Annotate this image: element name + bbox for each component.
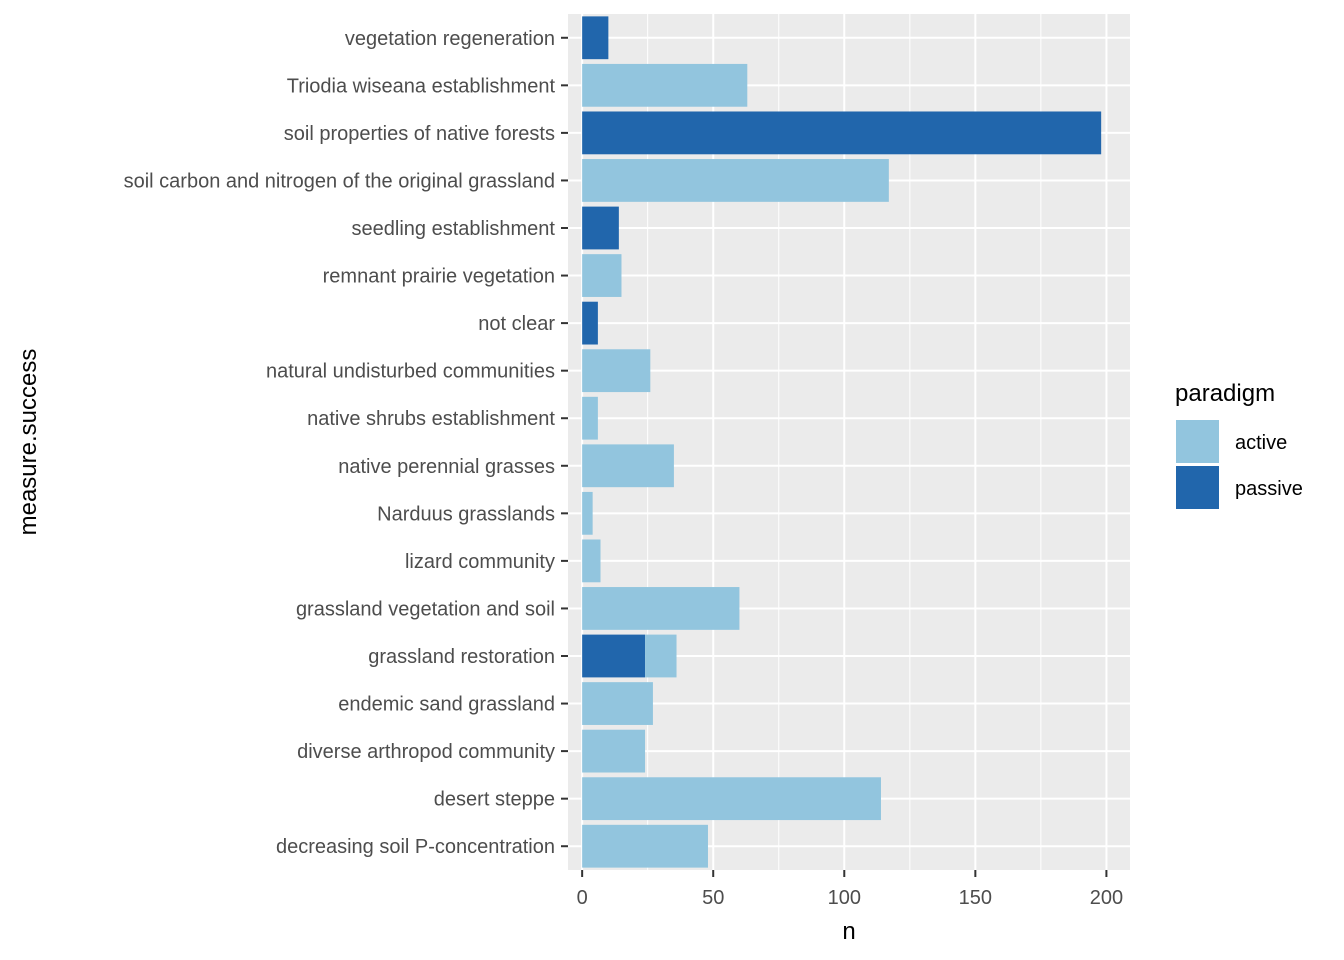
y-tick-label: natural undisturbed communities: [266, 361, 555, 383]
y-tick-label: remnant prairie vegetation: [323, 266, 555, 288]
x-tick-label: 150: [959, 887, 992, 909]
y-tick-label: decreasing soil P-concentration: [276, 836, 555, 858]
bar-passive: [582, 16, 609, 60]
y-tick-label: seedling establishment: [352, 218, 556, 240]
bar-passive: [582, 634, 646, 678]
bar-active: [582, 254, 622, 297]
bar-active: [582, 682, 653, 725]
y-tick-label: vegetation regeneration: [345, 28, 555, 50]
y-tick-label: diverse arthropod community: [297, 741, 555, 763]
grid-minor: [647, 14, 1042, 870]
bar-passive: [582, 206, 619, 250]
bar-active: [582, 777, 881, 821]
y-tick-label: native perennial grasses: [338, 456, 555, 478]
bar-active: [582, 729, 646, 773]
x-tick-label: 50: [702, 887, 724, 909]
y-tick-label: native shrubs establishment: [307, 408, 555, 430]
legend-title: paradigm: [1175, 380, 1275, 407]
bar-active: [582, 444, 674, 488]
legend-key-passive: [1176, 466, 1219, 509]
bars: [582, 16, 1102, 868]
bar-active: [582, 396, 598, 440]
y-axis: vegetation regeneration Triodia wiseana e…: [124, 28, 568, 858]
x-axis-title: n: [842, 918, 855, 945]
bar-passive: [582, 111, 1102, 155]
x-tick-label: 100: [828, 887, 861, 909]
panel-background: [568, 14, 1130, 870]
bar-active: [582, 824, 708, 868]
y-tick-label: desert steppe: [434, 789, 555, 811]
y-tick-label: grassland vegetation and soil: [296, 598, 555, 620]
bar-active: [582, 349, 651, 393]
y-tick-label: not clear: [478, 313, 555, 335]
y-axis-title: measure.success: [15, 349, 42, 536]
bar-active: [582, 491, 593, 535]
legend-label-passive: passive: [1235, 478, 1303, 500]
legend-key-active: [1176, 420, 1219, 463]
bar-active: [582, 587, 740, 630]
y-tick-label: Narduus grasslands: [377, 503, 555, 525]
bar-passive: [582, 301, 598, 345]
y-tick-label: soil carbon and nitrogen of the original…: [124, 170, 555, 192]
y-tick-label: soil properties of native forests: [284, 123, 555, 145]
x-tick-label: 0: [577, 887, 588, 909]
x-tick-label: 200: [1090, 887, 1123, 909]
y-tick-label: lizard community: [405, 551, 555, 573]
bar-active: [645, 634, 677, 678]
y-tick-label: endemic sand grassland: [338, 694, 555, 716]
y-tick-label: Triodia wiseana establishment: [287, 75, 556, 97]
bar-active: [582, 63, 748, 107]
y-tick-label: grassland restoration: [368, 646, 555, 668]
bar-active: [582, 539, 601, 583]
legend-label-active: active: [1235, 432, 1287, 454]
legend: paradigm active passive: [1175, 380, 1303, 509]
x-axis: 0 50 100 150 200: [577, 870, 1123, 909]
grid-major: [568, 14, 1130, 870]
bar-active: [582, 159, 889, 202]
